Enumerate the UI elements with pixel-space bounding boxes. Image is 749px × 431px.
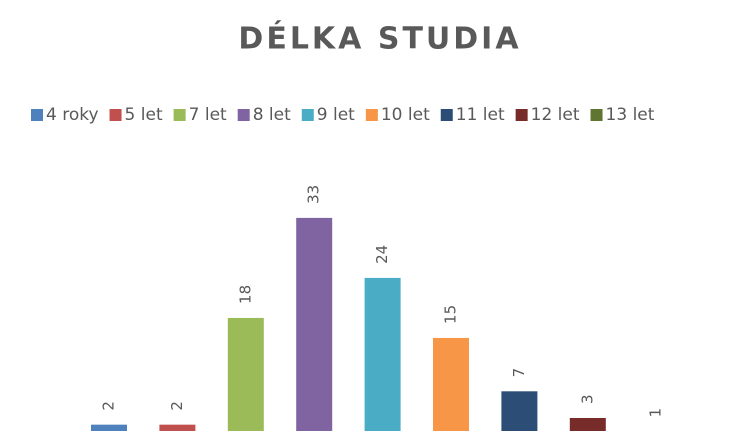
bar	[364, 277, 401, 431]
legend-swatch	[440, 109, 453, 121]
legend-label: 13 let	[606, 105, 655, 125]
data-label: 1	[647, 408, 665, 418]
data-label: 18	[236, 285, 254, 304]
bar	[501, 391, 538, 431]
data-label: 7	[510, 368, 528, 378]
bar	[569, 417, 606, 431]
legend-swatch	[365, 109, 378, 121]
legend-label: 10 let	[381, 105, 430, 125]
legend-label: 11 let	[456, 105, 505, 125]
data-label: 33	[305, 185, 323, 204]
legend-label: 12 let	[531, 105, 580, 125]
chart-title: DÉLKA STUDIA	[238, 21, 521, 57]
legend-label: 5 let	[125, 105, 163, 125]
data-label: 24	[373, 245, 391, 264]
legend-label: 9 let	[317, 105, 355, 125]
legend-label: 4 roky	[46, 105, 99, 125]
legend-label: 7 let	[189, 105, 227, 125]
legend-swatch	[301, 109, 314, 121]
legend-swatch	[515, 109, 528, 121]
bar	[91, 424, 127, 431]
data-label: 3	[578, 394, 596, 404]
legend-swatch	[31, 109, 43, 121]
legend-swatch	[590, 109, 603, 121]
legend-swatch	[237, 109, 250, 121]
bar	[433, 337, 469, 431]
bar	[227, 317, 264, 431]
legend-swatch	[109, 109, 122, 121]
data-label: 2	[100, 401, 118, 411]
bar	[159, 424, 196, 431]
data-label: 2	[168, 401, 186, 411]
legend-swatch	[173, 109, 186, 121]
legend-label: 8 let	[253, 105, 291, 125]
bar	[296, 217, 333, 431]
data-label: 15	[442, 305, 460, 324]
